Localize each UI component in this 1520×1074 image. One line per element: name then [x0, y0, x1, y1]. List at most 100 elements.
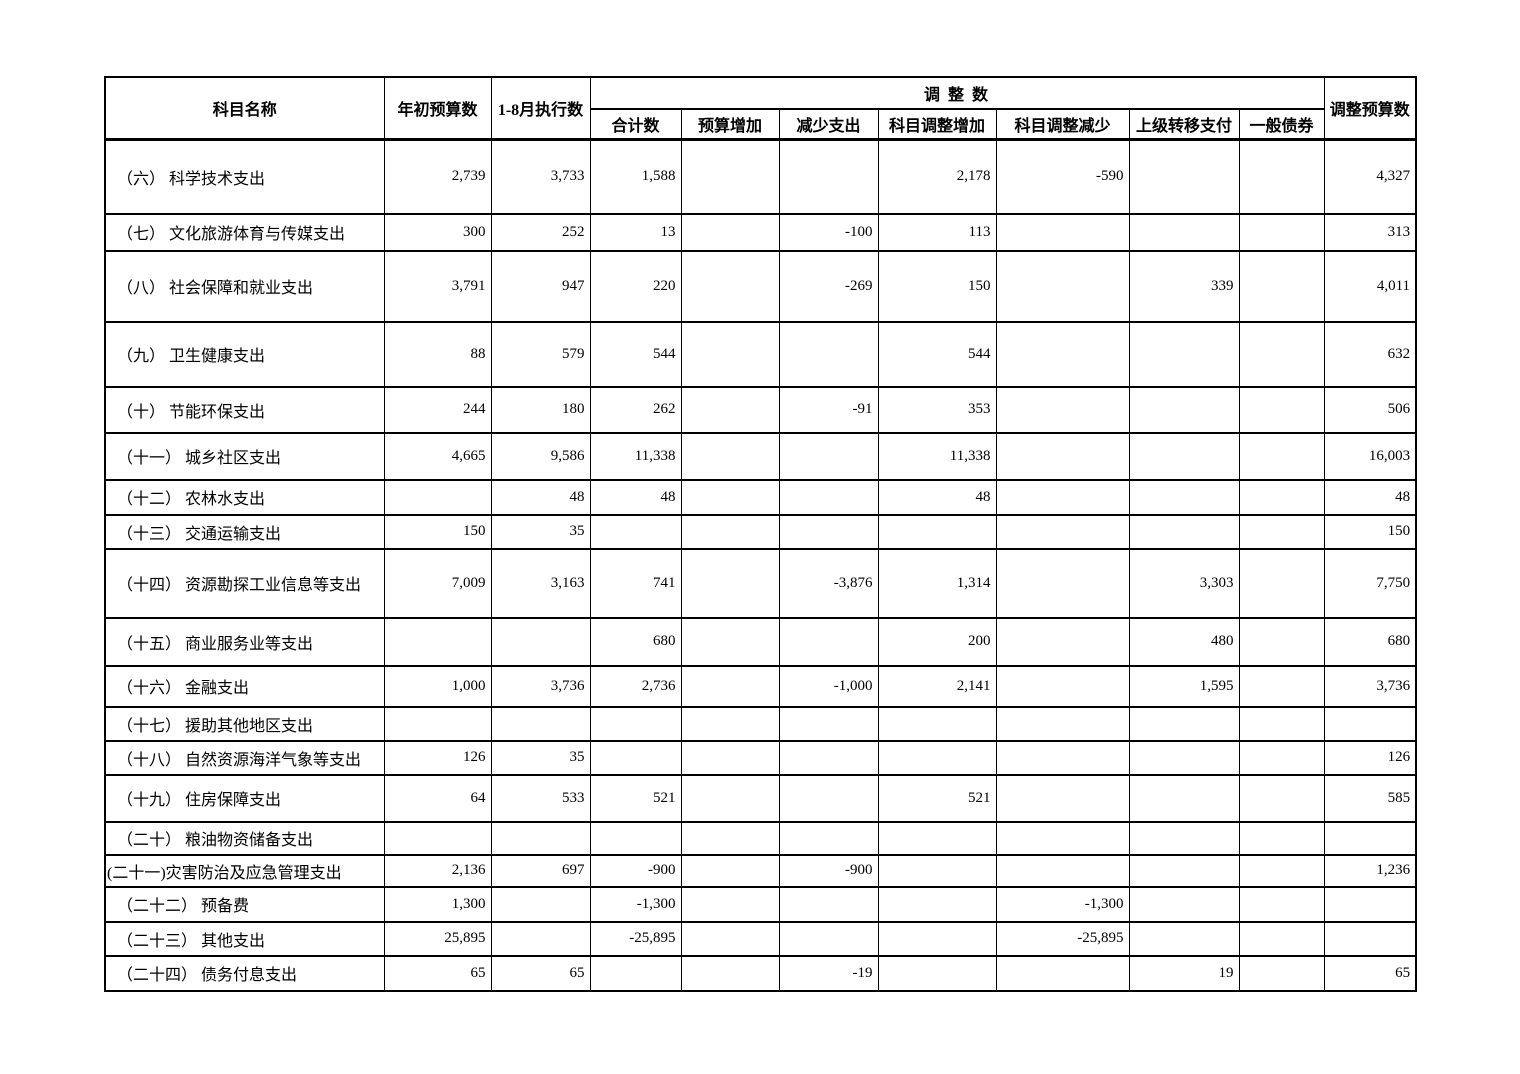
- cell-expenditure-reduction: -269: [778, 249, 879, 323]
- cell-general-bonds: [1238, 513, 1325, 550]
- cell-superior-transfer-payment: [1128, 138, 1240, 215]
- cell-subject-adjustment-decrease: [995, 954, 1130, 992]
- cell-superior-transfer-payment: [1128, 431, 1240, 481]
- header-row-sub: 合计数 预算增加 减少支出 科目调整增加 科目调整减少 上级转移支付 一般债券: [105, 108, 1416, 141]
- cell-initial-budget: 65: [383, 954, 492, 992]
- cell-subject-adjustment-increase: [877, 739, 997, 776]
- col-header-jan-aug-execution: 1-8月执行数: [490, 76, 591, 141]
- row-label: （十六） 金融支出: [104, 664, 385, 708]
- col-subheader-superior-transfer-payment: 上级转移支付: [1128, 108, 1240, 141]
- cell-budget-increase: [680, 212, 780, 252]
- cell-subject-adjustment-decrease: -25,895: [995, 920, 1130, 957]
- table-body: （六） 科学技术支出 2,739 3,733 1,588 2,178 -590 4,327 （…: [104, 138, 1417, 992]
- cell-jan-aug-execution: 579: [490, 320, 591, 388]
- row-label: （十九） 住房保障支出: [104, 773, 385, 823]
- cell-expenditure-reduction: [778, 431, 879, 481]
- cell-subject-adjustment-increase: 521: [877, 773, 997, 823]
- cell-initial-budget: 2,136: [383, 853, 492, 888]
- cell-budget-increase: [680, 385, 780, 434]
- cell-jan-aug-execution: 35: [490, 513, 591, 550]
- cell-budget-increase: [680, 138, 780, 215]
- cell-adjusted-budget: 65: [1323, 954, 1417, 992]
- cell-subject-adjustment-decrease: -590: [995, 138, 1130, 215]
- cell-subject-adjustment-decrease: [995, 478, 1130, 516]
- cell-adjustment-total: [589, 954, 682, 992]
- cell-initial-budget: 2,739: [383, 138, 492, 215]
- cell-initial-budget: 88: [383, 320, 492, 388]
- cell-general-bonds: [1238, 739, 1325, 776]
- cell-superior-transfer-payment: [1128, 212, 1240, 252]
- cell-adjustment-total: 680: [589, 616, 682, 667]
- cell-expenditure-reduction: -91: [778, 385, 879, 434]
- cell-jan-aug-execution: [490, 616, 591, 667]
- cell-adjustment-total: -900: [589, 853, 682, 888]
- cell-initial-budget: [383, 616, 492, 667]
- cell-budget-increase: [680, 513, 780, 550]
- table-row: （十九） 住房保障支出 64 533 521 521 585: [104, 773, 1417, 823]
- cell-budget-increase: [680, 920, 780, 957]
- cell-jan-aug-execution: 3,163: [490, 547, 591, 619]
- cell-general-bonds: [1238, 920, 1325, 957]
- cell-budget-increase: [680, 820, 780, 856]
- cell-adjustment-total: [589, 705, 682, 742]
- cell-superior-transfer-payment: [1128, 705, 1240, 742]
- cell-subject-adjustment-increase: 544: [877, 320, 997, 388]
- cell-adjusted-budget: 506: [1323, 385, 1417, 434]
- cell-subject-adjustment-increase: [877, 853, 997, 888]
- cell-initial-budget: 7,009: [383, 547, 492, 619]
- cell-superior-transfer-payment: [1128, 739, 1240, 776]
- cell-superior-transfer-payment: [1128, 853, 1240, 888]
- cell-general-bonds: [1238, 820, 1325, 856]
- cell-adjustment-total: 1,588: [589, 138, 682, 215]
- cell-adjusted-budget: 126: [1323, 739, 1417, 776]
- cell-expenditure-reduction: -100: [778, 212, 879, 252]
- table-row: （九） 卫生健康支出 88 579 544 544 632: [104, 320, 1417, 388]
- cell-superior-transfer-payment: 1,595: [1128, 664, 1240, 708]
- table-row: （二十） 粮油物资储备支出: [104, 820, 1417, 856]
- row-label: （二十四） 债务付息支出: [104, 954, 385, 992]
- cell-superior-transfer-payment: [1128, 478, 1240, 516]
- cell-superior-transfer-payment: [1128, 513, 1240, 550]
- cell-superior-transfer-payment: [1128, 920, 1240, 957]
- cell-initial-budget: [383, 705, 492, 742]
- cell-initial-budget: [383, 820, 492, 856]
- cell-subject-adjustment-decrease: [995, 773, 1130, 823]
- cell-general-bonds: [1238, 954, 1325, 992]
- cell-superior-transfer-payment: 339: [1128, 249, 1240, 323]
- cell-adjustment-total: -25,895: [589, 920, 682, 957]
- row-label: （七） 文化旅游体育与传媒支出: [104, 212, 385, 252]
- col-header-initial-budget: 年初预算数: [383, 76, 492, 141]
- cell-general-bonds: [1238, 616, 1325, 667]
- cell-budget-increase: [680, 885, 780, 923]
- cell-subject-adjustment-decrease: [995, 705, 1130, 742]
- table-row: （二十三） 其他支出 25,895 -25,895 -25,895: [104, 920, 1417, 957]
- cell-expenditure-reduction: [778, 705, 879, 742]
- cell-adjustment-total: 262: [589, 385, 682, 434]
- cell-subject-adjustment-decrease: [995, 212, 1130, 252]
- table-row: （十五） 商业服务业等支出 680 200 480 680: [104, 616, 1417, 667]
- cell-initial-budget: 64: [383, 773, 492, 823]
- cell-budget-increase: [680, 853, 780, 888]
- cell-adjustment-total: 220: [589, 249, 682, 323]
- col-subheader-general-bonds: 一般债券: [1238, 108, 1325, 141]
- cell-adjustment-total: [589, 513, 682, 550]
- cell-adjusted-budget: 4,011: [1323, 249, 1417, 323]
- col-subheader-budget-increase: 预算增加: [680, 108, 780, 141]
- row-label: （十一） 城乡社区支出: [104, 431, 385, 481]
- table-row: （十一） 城乡社区支出 4,665 9,586 11,338 11,338 16,003: [104, 431, 1417, 481]
- table-row: （十四） 资源勘探工业信息等支出 7,009 3,163 741 -3,876 1,314…: [104, 547, 1417, 619]
- cell-subject-adjustment-increase: [877, 954, 997, 992]
- row-label: （二十三） 其他支出: [104, 920, 385, 957]
- cell-initial-budget: 3,791: [383, 249, 492, 323]
- cell-general-bonds: [1238, 478, 1325, 516]
- budget-adjustment-table: 科目名称 年初预算数 1-8月执行数 调 整 数 调整预算数 合计数 预算增加 减少…: [104, 76, 1418, 992]
- cell-subject-adjustment-increase: [877, 513, 997, 550]
- row-label: （十七） 援助其他地区支出: [104, 705, 385, 742]
- cell-superior-transfer-payment: [1128, 820, 1240, 856]
- cell-jan-aug-execution: 533: [490, 773, 591, 823]
- cell-subject-adjustment-decrease: [995, 513, 1130, 550]
- cell-adjusted-budget: 16,003: [1323, 431, 1417, 481]
- cell-budget-increase: [680, 773, 780, 823]
- row-label: （二十二） 预备费: [104, 885, 385, 923]
- cell-budget-increase: [680, 954, 780, 992]
